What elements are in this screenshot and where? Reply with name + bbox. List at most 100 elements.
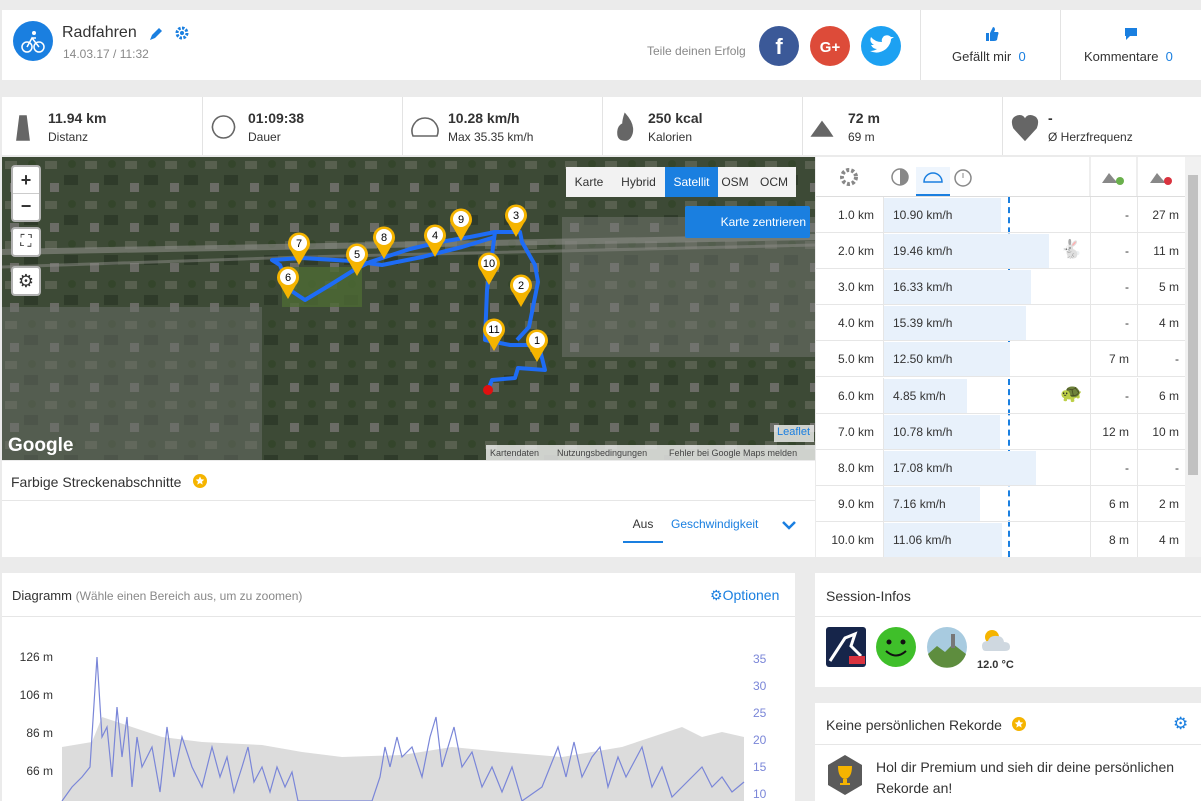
row-divider	[816, 232, 1185, 233]
diagram-panel: Diagramm (Wähle einen Bereich aus, um zu…	[2, 573, 795, 801]
right-axis-label: 15	[753, 760, 767, 774]
right-axis-label: 35	[753, 652, 767, 666]
split-descent: 11 m	[1153, 244, 1179, 259]
route-marker-inner	[349, 246, 365, 262]
map-type-button[interactable]: Satellit	[665, 167, 718, 197]
split-ascent: -	[1125, 280, 1129, 295]
like-icon[interactable]	[984, 26, 1000, 42]
segments-panel: Farbige Streckenabschnitte Aus Geschwind…	[2, 461, 815, 557]
comment-button[interactable]: Kommentare 0	[1084, 49, 1173, 64]
diagram-canvas[interactable]: 126 m 106 m 86 m 66 m 35 30 25 20 15 10	[2, 617, 795, 801]
route-marker-label: 5	[354, 249, 360, 261]
stats-bar: 11.94 km Distanz 01:09:38 Dauer 10.28 km/h Ma…	[2, 97, 1201, 155]
col-divider	[1137, 233, 1138, 270]
map-type-button[interactable]: Hybrid	[612, 167, 665, 197]
right-axis-label: 20	[753, 733, 767, 747]
stat-value: 01:09:38	[248, 110, 305, 126]
divider	[802, 97, 803, 155]
records-title: Keine persönlichen Rekorde	[826, 717, 1002, 733]
split-ascent: 12 m	[1102, 424, 1129, 439]
comment-icon[interactable]	[1123, 26, 1139, 42]
edit-icons[interactable]	[148, 26, 192, 42]
fastest-icon: 🐇	[1060, 239, 1083, 259]
map-footer-link[interactable]: Kartendaten	[490, 448, 540, 458]
segment-option[interactable]: Aus	[623, 517, 663, 543]
dropdown-chevron[interactable]	[781, 519, 797, 531]
zoom-in[interactable]: +	[20, 170, 32, 190]
splits-header	[816, 157, 1201, 197]
split-distance: 2.0 km	[837, 244, 874, 259]
comment-label: Kommentare	[1084, 49, 1159, 64]
route-marker-inner	[513, 277, 529, 293]
map-type-button[interactable]: OSM	[718, 167, 752, 197]
records-text: Hol dir Premium und sieh dir deine persö…	[876, 759, 1175, 796]
scrollbar[interactable]	[1185, 157, 1201, 557]
split-distance: 6.0 km	[837, 388, 874, 403]
col-divider	[1137, 341, 1138, 378]
zoom-out[interactable]: −	[13, 193, 39, 220]
col-divider	[883, 341, 884, 378]
col-divider	[883, 197, 884, 233]
route-marker-label: 3	[513, 210, 519, 222]
left-axis-label: 86 m	[26, 726, 53, 740]
divider	[2, 500, 815, 501]
stat-value: 72 m	[848, 110, 880, 126]
stat-icon	[810, 120, 834, 137]
share-buttons[interactable]: f G+	[758, 25, 908, 67]
route-marker-label: 4	[432, 230, 438, 242]
fullscreen[interactable]: ⛶	[11, 227, 41, 257]
col-divider	[1090, 485, 1091, 522]
route-marker-label: 11	[488, 324, 499, 336]
split-speed: 12.50 km/h	[893, 352, 953, 367]
map-settings[interactable]: ⚙	[11, 266, 41, 296]
stat-label: 69 m	[848, 130, 875, 144]
map-type-button[interactable]: Karte	[566, 167, 612, 197]
right-axis-label: 10	[753, 787, 767, 801]
leaflet-attribution[interactable]: Leaflet	[777, 426, 811, 438]
route-marker-label: 9	[458, 214, 464, 226]
split-descent: -	[1175, 352, 1179, 367]
col-divider	[1137, 197, 1138, 233]
svg-text:f: f	[775, 34, 783, 59]
options-button[interactable]: ⚙Optionen	[710, 587, 780, 603]
route-marker-inner	[291, 235, 307, 251]
map-footer-link[interactable]: Fehler bei Google Maps melden	[669, 448, 798, 458]
segment-option[interactable]: Geschwindigkeit	[671, 517, 759, 531]
split-descent: 2 m	[1158, 496, 1179, 511]
divider	[602, 97, 603, 155]
session-icons	[826, 627, 967, 668]
map-type-button[interactable]: OCM	[752, 167, 796, 197]
like-button[interactable]: Gefällt mir 0	[952, 49, 1026, 64]
center-map-button[interactable]: Karte zentrieren	[685, 206, 810, 238]
header: Radfahren 14.03.17 / 11:32 Teile deinen …	[2, 10, 1201, 80]
route-marker-inner	[529, 332, 545, 348]
split-ascent: 6 m	[1108, 496, 1129, 511]
stat-icon-shape	[810, 120, 834, 137]
split-distance: 9.0 km	[837, 496, 874, 511]
row-divider	[816, 412, 1185, 414]
speed-bar	[884, 378, 968, 413]
split-distance: 1.0 km	[837, 208, 874, 222]
map[interactable]: 1 2 3 4 5 6 7 8 9 10 11 + − ⛶ ⚙ Karte Hybrid Satellit OSM…	[2, 157, 815, 460]
col-divider	[1090, 449, 1091, 486]
split-descent: 6 m	[1158, 388, 1179, 403]
stat-label: Ø Herzfrequenz	[1048, 130, 1133, 144]
map-canvas: 1 2 3 4 5 6 7 8 9 10 11	[2, 157, 815, 460]
trophy-icon	[828, 755, 862, 795]
split-speed: 11.06 km/h	[893, 532, 952, 547]
split-distance: 4.0 km	[837, 316, 874, 331]
col-divider	[883, 521, 884, 557]
diagram-title: Diagramm	[12, 588, 72, 603]
scroll-thumb[interactable]	[1188, 175, 1198, 475]
col-divider	[1090, 233, 1091, 270]
records-settings[interactable]: ⚙	[1173, 714, 1189, 733]
like-count: 0	[1018, 49, 1026, 64]
row-divider	[816, 520, 1185, 522]
stat-icon-shape	[617, 112, 634, 141]
route-marker-inner	[508, 207, 524, 223]
map-footer-link[interactable]: Nutzungsbedingungen	[557, 448, 648, 458]
split-ascent: 8 m	[1108, 532, 1129, 547]
share-label: Teile deinen Erfolg	[647, 44, 746, 58]
col-divider	[1137, 377, 1138, 414]
stat-value: 250 kcal	[648, 110, 703, 126]
